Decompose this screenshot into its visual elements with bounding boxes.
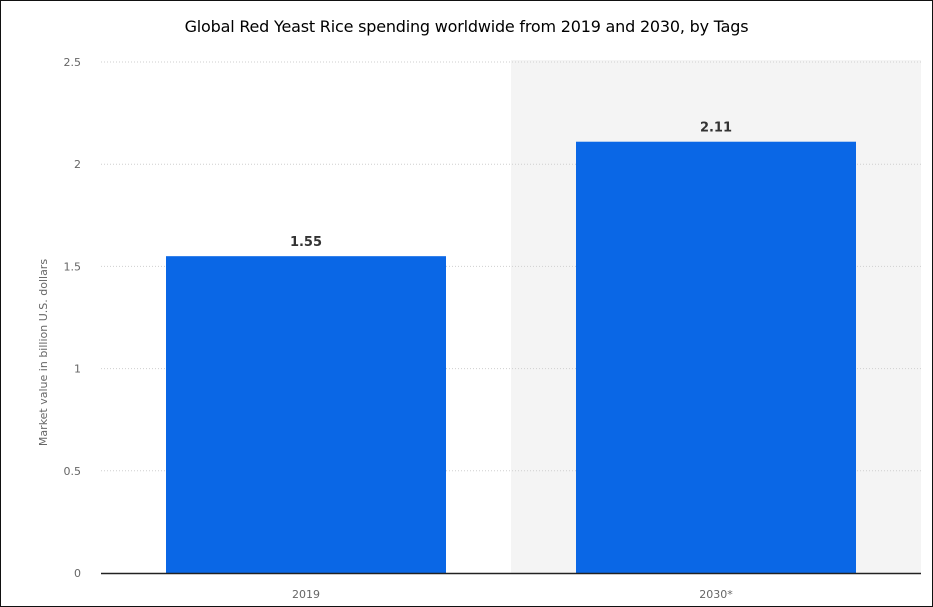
bar-2030 bbox=[576, 141, 856, 573]
bar-2019 bbox=[166, 256, 446, 573]
y-axis-title: Market value in billion U.S. dollars bbox=[37, 259, 50, 446]
y-tick-label: 1 bbox=[74, 363, 81, 376]
y-tick-label: 1.5 bbox=[64, 260, 82, 273]
y-axis-ticks: 0 0.5 1 1.5 2 2.5 bbox=[64, 56, 82, 580]
chart-title: Global Red Yeast Rice spending worldwide… bbox=[184, 17, 749, 36]
bars bbox=[166, 141, 856, 573]
y-tick-label: 2 bbox=[74, 158, 81, 171]
data-label: 2.11 bbox=[700, 121, 732, 136]
data-label: 1.55 bbox=[290, 235, 322, 250]
y-tick-label: 2.5 bbox=[64, 56, 82, 69]
y-tick-label: 0 bbox=[74, 567, 81, 580]
data-labels: 1.55 2.11 bbox=[290, 121, 732, 250]
x-axis-ticks: 2019 2030* bbox=[292, 588, 733, 601]
y-tick-label: 0.5 bbox=[64, 465, 82, 478]
x-tick-label: 2019 bbox=[292, 588, 320, 601]
x-tick-label: 2030* bbox=[699, 588, 733, 601]
